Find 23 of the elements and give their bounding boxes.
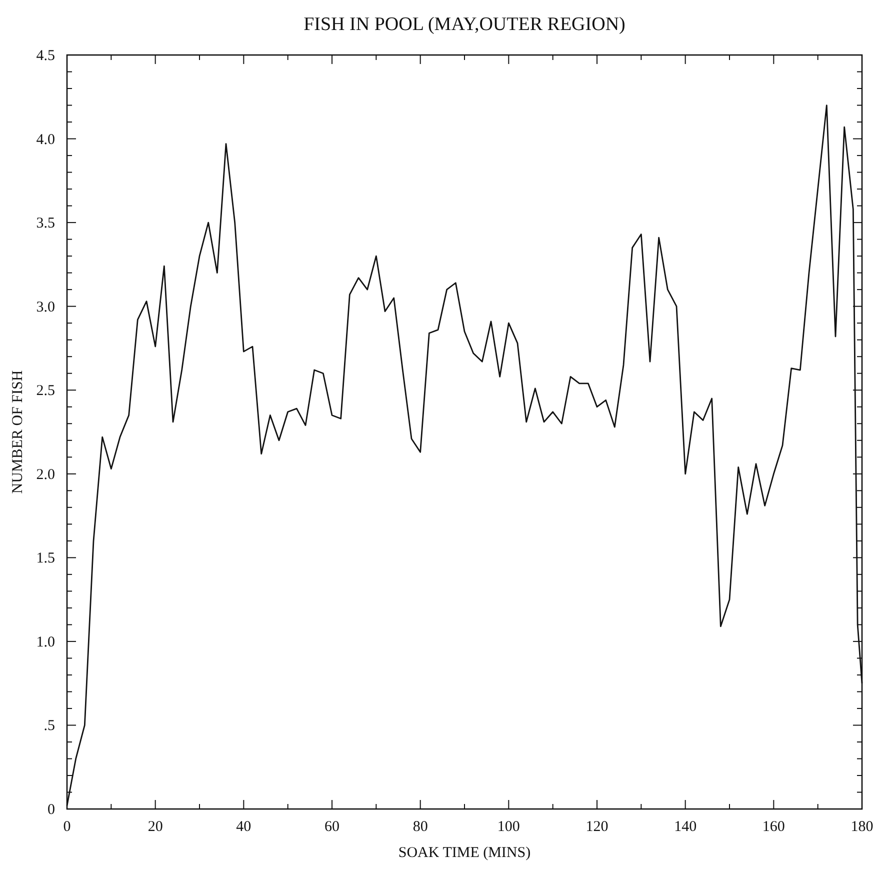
y-tick-label: 4.0 [36, 132, 55, 148]
x-tick-label: 0 [63, 819, 71, 835]
y-tick-label: 2.5 [36, 383, 55, 400]
y-axis-title: NUMBER OF FISH [10, 370, 26, 494]
y-tick-label: 4.5 [36, 48, 55, 64]
y-tick-label: 3.5 [36, 216, 55, 232]
x-tick-label: 140 [674, 819, 697, 835]
x-tick-label: 100 [497, 819, 520, 835]
y-tick-label: 1.5 [36, 550, 55, 567]
x-tick-label: 180 [850, 819, 874, 835]
x-tick-label: 80 [412, 819, 428, 835]
x-tick-label: 120 [586, 819, 608, 835]
y-tick-label: 1.0 [36, 634, 55, 650]
chart-title: FISH IN POOL (MAY,OUTER REGION) [304, 14, 626, 35]
x-tick-label: 20 [148, 819, 163, 835]
y-tick-label: .5 [44, 718, 55, 734]
x-axis-title: SOAK TIME (MINS) [398, 845, 531, 861]
y-tick-label: 3.0 [36, 299, 55, 316]
y-tick-label: 2.0 [36, 466, 55, 483]
x-tick-label: 40 [236, 819, 252, 835]
x-tick-label: 60 [324, 819, 340, 835]
x-tick-label: 160 [762, 819, 785, 835]
y-tick-label: 0 [48, 802, 55, 818]
